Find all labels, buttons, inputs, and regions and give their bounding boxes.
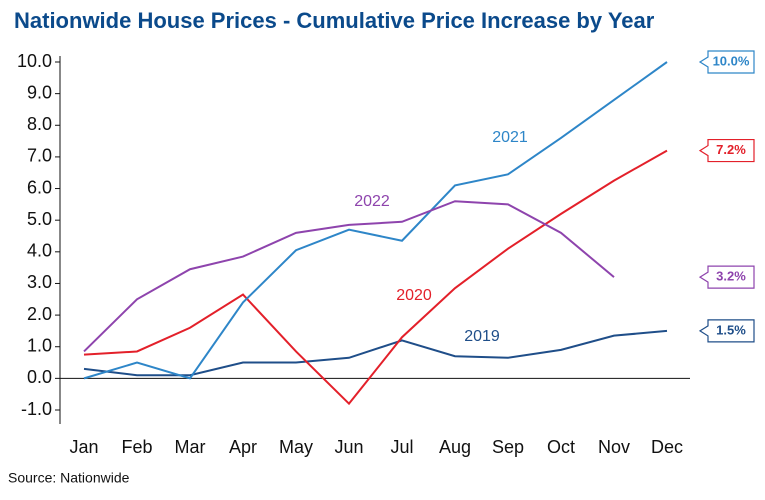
y-tick-label: -1.0 <box>21 399 52 419</box>
value-label: 7.2% <box>716 142 746 157</box>
series-label: 2021 <box>492 129 528 146</box>
series-label: 2020 <box>396 287 432 304</box>
y-tick-label: 10.0 <box>17 51 52 71</box>
x-tick-label: Oct <box>547 437 575 457</box>
y-tick-label: 1.0 <box>27 335 52 355</box>
callout-box <box>698 50 755 74</box>
chart-title: Nationwide House Prices - Cumulative Pri… <box>14 8 655 33</box>
series-line <box>83 149 668 406</box>
x-tick-label: Jun <box>334 437 363 457</box>
y-tick-label: 7.0 <box>27 146 52 166</box>
value-label: 3.2% <box>716 269 746 284</box>
x-tick-label: Jul <box>390 437 413 457</box>
x-tick-label: Apr <box>229 437 257 457</box>
x-tick-label: Feb <box>121 437 152 457</box>
series-label: 2022 <box>354 193 390 210</box>
value-label: 1.5% <box>716 322 746 337</box>
series-line <box>83 61 668 380</box>
callout-box <box>698 138 755 163</box>
series-line <box>83 200 615 353</box>
x-tick-label: Sep <box>492 437 524 457</box>
callout-box <box>698 319 755 343</box>
value-label: 10.0% <box>713 53 750 68</box>
y-tick-label: 5.0 <box>27 209 52 229</box>
x-tick-label: Aug <box>439 437 471 457</box>
y-tick-label: 9.0 <box>27 82 52 102</box>
callout-box <box>698 265 755 289</box>
x-tick-label: Nov <box>598 437 630 457</box>
x-tick-label: Dec <box>651 437 683 457</box>
y-tick-label: 3.0 <box>27 272 52 292</box>
series-line <box>83 329 668 377</box>
y-tick-label: 4.0 <box>27 241 52 261</box>
source-note: Source: Nationwide <box>8 470 130 486</box>
series-label: 2019 <box>464 328 500 345</box>
x-tick-label: Mar <box>175 437 206 457</box>
x-tick-label: May <box>279 437 313 457</box>
y-tick-label: 6.0 <box>27 177 52 197</box>
y-tick-label: 0.0 <box>27 367 52 387</box>
x-tick-label: Jan <box>69 437 98 457</box>
y-tick-label: 8.0 <box>27 114 52 134</box>
y-tick-label: 2.0 <box>27 304 52 324</box>
